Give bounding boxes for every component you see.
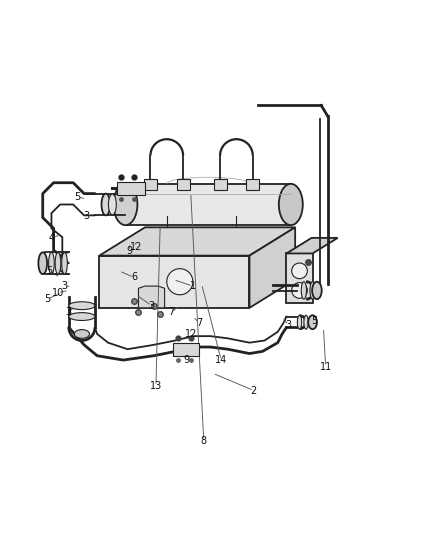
Ellipse shape [297,315,302,329]
Text: 7: 7 [196,318,202,328]
Circle shape [167,269,193,295]
Ellipse shape [49,252,54,274]
Ellipse shape [69,313,95,320]
Polygon shape [138,286,165,308]
Text: 3: 3 [61,281,67,291]
FancyBboxPatch shape [144,180,157,190]
Ellipse shape [55,252,61,274]
Polygon shape [173,343,199,356]
Text: 6: 6 [131,272,137,282]
Text: 13: 13 [150,381,162,391]
Text: 12: 12 [130,242,142,252]
Text: 3: 3 [148,301,155,311]
Ellipse shape [102,193,110,215]
Ellipse shape [69,302,95,310]
Text: 5: 5 [46,266,53,276]
Polygon shape [286,238,338,254]
Ellipse shape [39,252,47,274]
Ellipse shape [62,252,67,274]
Polygon shape [125,184,291,225]
Text: 5: 5 [74,192,81,202]
Text: 2: 2 [251,385,257,395]
Polygon shape [117,182,145,195]
Ellipse shape [310,282,315,299]
Text: 3: 3 [83,212,89,221]
Circle shape [292,282,307,298]
Text: 12: 12 [184,329,197,339]
Circle shape [292,263,307,279]
Text: 5: 5 [44,294,50,304]
Text: 8: 8 [201,435,207,446]
Text: 1: 1 [190,281,196,291]
Text: 5: 5 [311,316,318,326]
Polygon shape [99,256,250,308]
FancyBboxPatch shape [246,180,259,190]
Ellipse shape [301,282,307,299]
Text: 14: 14 [215,355,227,365]
Text: 7: 7 [168,307,174,317]
Ellipse shape [74,329,89,338]
Text: 9: 9 [127,246,133,256]
Ellipse shape [304,315,308,329]
Ellipse shape [312,282,322,299]
Polygon shape [250,228,295,308]
Ellipse shape [113,184,138,225]
Text: 3: 3 [66,307,72,317]
Text: 9: 9 [183,355,189,365]
Ellipse shape [279,184,303,225]
Text: 4: 4 [48,233,54,243]
Text: 10: 10 [52,288,64,297]
FancyBboxPatch shape [177,180,190,190]
FancyBboxPatch shape [214,180,226,190]
Ellipse shape [308,315,317,329]
Polygon shape [286,254,313,303]
Text: 11: 11 [319,361,332,372]
Text: 3: 3 [286,320,292,330]
Ellipse shape [109,194,116,215]
Polygon shape [99,228,295,256]
